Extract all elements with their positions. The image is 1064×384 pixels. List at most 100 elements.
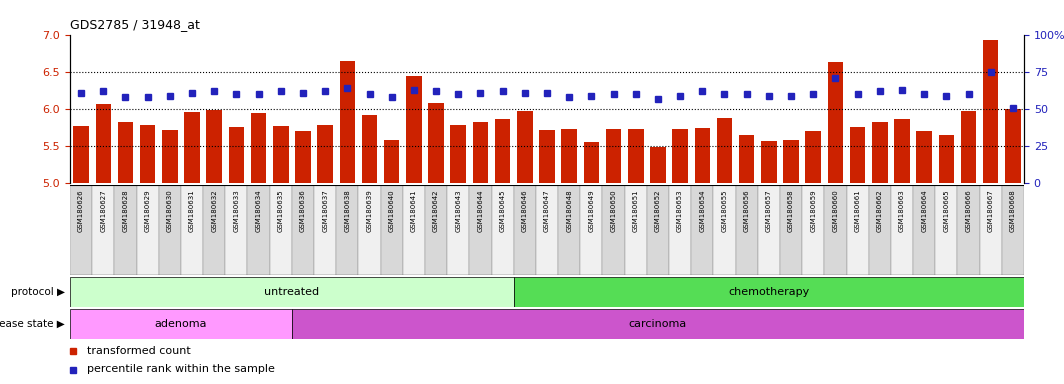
Bar bbox=[136, 185, 159, 275]
Bar bbox=[70, 277, 514, 307]
Bar bbox=[539, 131, 554, 183]
Bar bbox=[650, 147, 666, 183]
Text: GSM180663: GSM180663 bbox=[899, 189, 905, 232]
Bar bbox=[647, 185, 669, 275]
Bar bbox=[317, 124, 333, 183]
Bar bbox=[450, 124, 466, 183]
Text: GSM180642: GSM180642 bbox=[433, 189, 439, 232]
Bar bbox=[381, 185, 403, 275]
Bar bbox=[850, 127, 865, 183]
Text: GSM180657: GSM180657 bbox=[766, 189, 771, 232]
Text: GSM180627: GSM180627 bbox=[100, 189, 106, 232]
Bar bbox=[403, 185, 425, 275]
Text: GSM180647: GSM180647 bbox=[544, 189, 550, 232]
Text: GSM180629: GSM180629 bbox=[145, 189, 151, 232]
Bar bbox=[961, 111, 977, 183]
Bar bbox=[429, 103, 444, 183]
Bar bbox=[495, 119, 511, 183]
Text: GSM180634: GSM180634 bbox=[255, 189, 262, 232]
Text: GSM180664: GSM180664 bbox=[921, 189, 927, 232]
Bar bbox=[562, 129, 577, 183]
Text: GSM180646: GSM180646 bbox=[521, 189, 528, 232]
Bar bbox=[1002, 185, 1024, 275]
Text: GSM180660: GSM180660 bbox=[832, 189, 838, 232]
Bar bbox=[203, 185, 226, 275]
Text: GSM180639: GSM180639 bbox=[366, 189, 372, 232]
Text: GSM180658: GSM180658 bbox=[788, 189, 794, 232]
Text: GSM180643: GSM180643 bbox=[455, 189, 462, 232]
Bar bbox=[938, 135, 954, 183]
Bar bbox=[248, 185, 269, 275]
Bar bbox=[847, 185, 868, 275]
Bar bbox=[73, 126, 89, 183]
Bar bbox=[605, 129, 621, 183]
Bar bbox=[761, 141, 777, 183]
Text: GSM180633: GSM180633 bbox=[233, 189, 239, 232]
Bar bbox=[336, 185, 359, 275]
Bar bbox=[314, 185, 336, 275]
Bar bbox=[251, 113, 266, 183]
Bar bbox=[958, 185, 980, 275]
Bar bbox=[181, 185, 203, 275]
Bar bbox=[273, 126, 288, 183]
Text: GSM180654: GSM180654 bbox=[699, 189, 705, 232]
Text: transformed count: transformed count bbox=[87, 346, 190, 356]
Bar bbox=[292, 309, 1024, 339]
Bar bbox=[384, 140, 399, 183]
Text: GSM180630: GSM180630 bbox=[167, 189, 172, 232]
Bar bbox=[536, 185, 559, 275]
Text: GSM180667: GSM180667 bbox=[987, 189, 994, 232]
Text: GSM180655: GSM180655 bbox=[721, 189, 728, 232]
Bar bbox=[425, 185, 447, 275]
Text: untreated: untreated bbox=[264, 287, 319, 297]
Bar bbox=[447, 185, 469, 275]
Bar bbox=[780, 185, 802, 275]
Text: protocol ▶: protocol ▶ bbox=[11, 287, 65, 297]
Bar bbox=[692, 185, 713, 275]
Bar bbox=[891, 185, 913, 275]
Bar bbox=[713, 185, 735, 275]
Bar bbox=[118, 122, 133, 183]
Bar bbox=[517, 111, 533, 183]
Text: adenoma: adenoma bbox=[154, 319, 207, 329]
Text: GSM180665: GSM180665 bbox=[944, 189, 949, 232]
Bar bbox=[805, 131, 821, 183]
Bar bbox=[114, 185, 136, 275]
Text: GSM180631: GSM180631 bbox=[189, 189, 195, 232]
Text: GSM180637: GSM180637 bbox=[322, 189, 328, 232]
Bar bbox=[717, 118, 732, 183]
Bar bbox=[738, 135, 754, 183]
Bar bbox=[802, 185, 825, 275]
Bar bbox=[70, 309, 292, 339]
Bar bbox=[828, 62, 843, 183]
Bar bbox=[339, 61, 355, 183]
Bar bbox=[758, 185, 780, 275]
Text: GSM180666: GSM180666 bbox=[965, 189, 971, 232]
Bar bbox=[269, 185, 292, 275]
Bar bbox=[514, 185, 536, 275]
Text: chemotherapy: chemotherapy bbox=[728, 287, 810, 297]
Text: GSM180648: GSM180648 bbox=[566, 189, 572, 232]
Bar bbox=[672, 129, 688, 183]
Bar bbox=[783, 140, 799, 183]
Text: GSM180668: GSM180668 bbox=[1010, 189, 1016, 232]
Bar bbox=[514, 277, 1024, 307]
Bar bbox=[229, 127, 244, 183]
Text: GSM180656: GSM180656 bbox=[744, 189, 750, 232]
Text: GSM180638: GSM180638 bbox=[345, 189, 350, 232]
Text: carcinoma: carcinoma bbox=[629, 319, 687, 329]
Bar bbox=[406, 76, 421, 183]
Bar bbox=[894, 119, 910, 183]
Bar bbox=[735, 185, 758, 275]
Bar bbox=[359, 185, 381, 275]
Bar bbox=[695, 128, 710, 183]
Bar bbox=[625, 185, 647, 275]
Bar bbox=[628, 129, 644, 183]
Bar bbox=[916, 131, 932, 183]
Text: GSM180640: GSM180640 bbox=[388, 189, 395, 232]
Text: GSM180662: GSM180662 bbox=[877, 189, 883, 232]
Text: GSM180635: GSM180635 bbox=[278, 189, 284, 232]
Bar bbox=[580, 185, 602, 275]
Bar bbox=[913, 185, 935, 275]
Bar bbox=[292, 185, 314, 275]
